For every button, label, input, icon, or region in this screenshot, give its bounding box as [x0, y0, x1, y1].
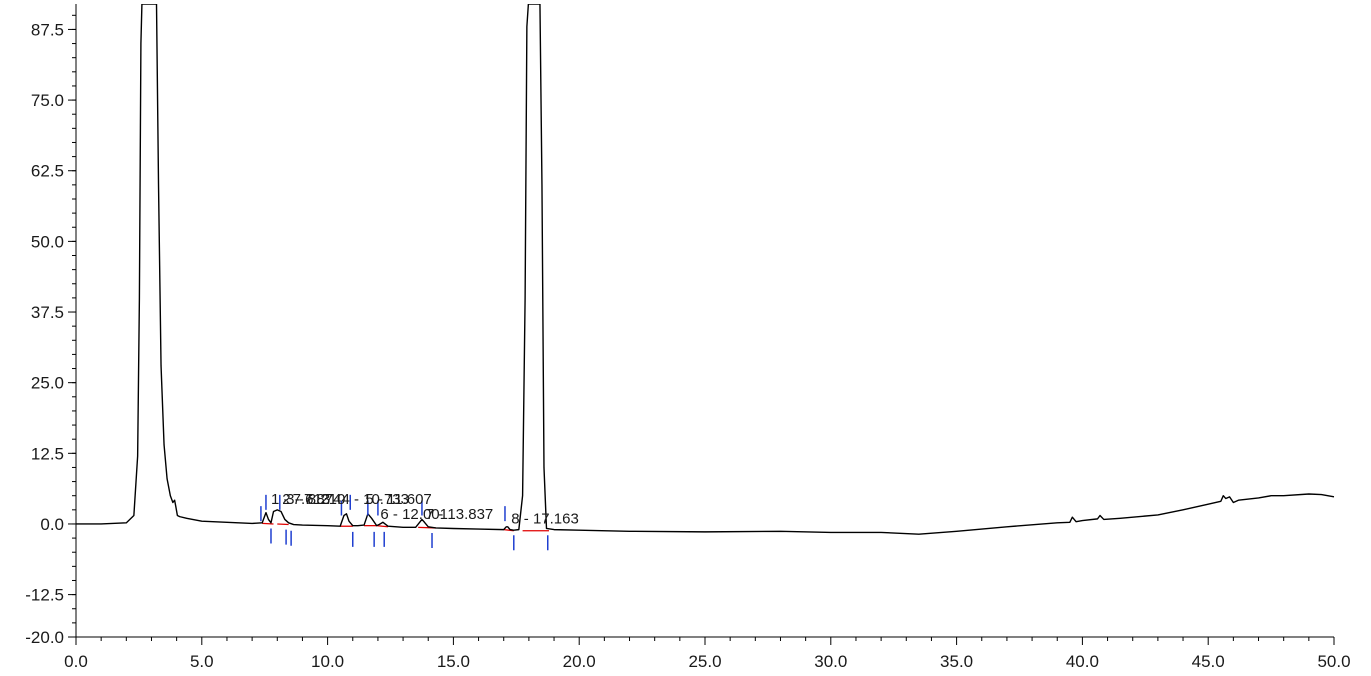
- y-tick-label: 62.5: [31, 162, 64, 181]
- y-tick-label: 50.0: [31, 232, 64, 251]
- peak-label: 3 - 8.210: [286, 491, 345, 508]
- y-tick-label: 0.0: [40, 515, 64, 534]
- integration-markers: [260, 494, 549, 551]
- x-tick-label: 0.0: [64, 652, 88, 671]
- x-tick-label: 50.0: [1317, 652, 1350, 671]
- x-tick-label: 15.0: [437, 652, 470, 671]
- baseline-segment: [262, 522, 274, 525]
- peak-label: 5 - 11.607: [365, 491, 431, 508]
- chromatogram-trace-0: [76, 4, 1335, 535]
- peak-label: 8 - 17.163: [511, 510, 579, 527]
- y-tick-label: 87.5: [31, 20, 64, 39]
- y-tick-label: 12.5: [31, 444, 64, 463]
- y-tick-label: 37.5: [31, 303, 64, 322]
- integration-baselines: [262, 522, 550, 532]
- y-tick-label: 75.0: [31, 91, 64, 110]
- x-tick-label: 5.0: [190, 652, 214, 671]
- x-tick-label: 25.0: [688, 652, 721, 671]
- peak-label: 6 - 12.001: [380, 506, 448, 523]
- x-tick-label: 45.0: [1192, 652, 1225, 671]
- axes: 0.0 5.0 10.0 15.0 20.0 25.0 30.0 35.0 40.0 45.0 50…: [25, 4, 1351, 671]
- peak-label: 2 - 7.874: [282, 491, 341, 508]
- baseline-segment: [376, 525, 389, 528]
- x-tick-label: 10.0: [311, 652, 344, 671]
- peak-label: 7 - 13.837: [426, 506, 494, 523]
- peak-label: 1 - 7.613: [271, 491, 330, 508]
- y-tick-label: -12.5: [25, 586, 64, 605]
- x-tick-label: 40.0: [1066, 652, 1099, 671]
- y-tick-label: -20.0: [25, 628, 64, 647]
- x-tick-label: 35.0: [940, 652, 973, 671]
- x-tick-label: 30.0: [814, 652, 847, 671]
- y-tick-label: 25.0: [31, 374, 64, 393]
- x-tick-label: 20.0: [563, 652, 596, 671]
- baseline-segment: [277, 523, 289, 526]
- trace-layer: [76, 4, 1335, 535]
- peak-label: 4 - 10.733: [341, 491, 409, 508]
